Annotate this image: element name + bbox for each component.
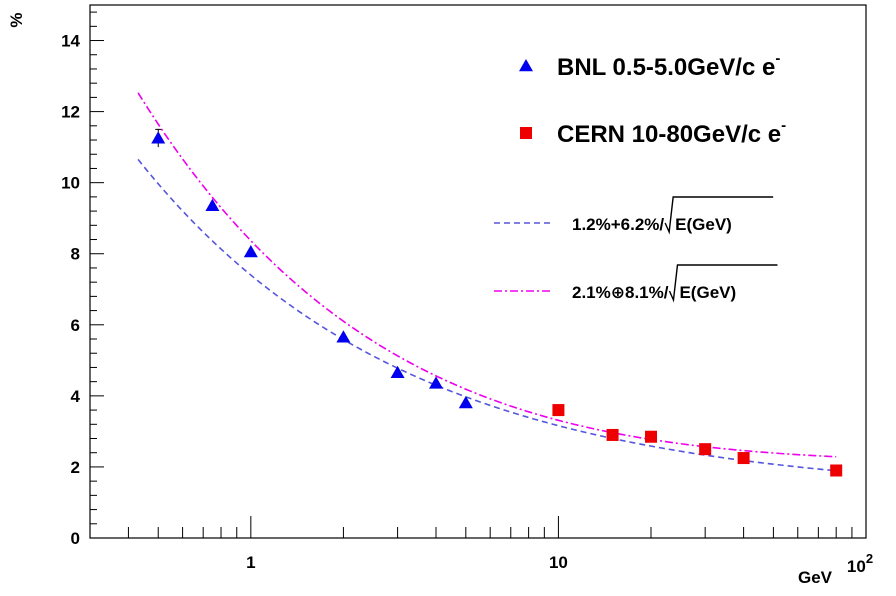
fit-curve-1 [137, 158, 837, 472]
y-tick-label: 8 [71, 245, 80, 264]
x-axis-label: GeV [798, 568, 833, 587]
x-tick-label: 10 [549, 553, 568, 572]
bnl-point [151, 131, 166, 144]
cern-point [645, 430, 658, 443]
cern-point [699, 443, 712, 456]
legend-marker-2 [520, 127, 532, 139]
y-tick-label: 10 [61, 174, 80, 193]
legend-label-1: BNL 0.5-5.0GeV/c e- [557, 50, 780, 81]
sqrt-sign [668, 264, 778, 303]
bnl-point [429, 376, 444, 389]
legend: BNL 0.5-5.0GeV/c e- CERN 10-80GeV/c e- 1.2… [494, 50, 786, 303]
legend-fit-label-2: 2.1%⊕8.1%/ [572, 283, 669, 302]
cern-point [552, 404, 565, 417]
sqrt-sign [664, 196, 774, 235]
x-tick-label: 102 [847, 551, 873, 576]
bnl-point [205, 198, 220, 212]
legend-fit-label-1: 1.2%+6.2%/ [572, 215, 664, 234]
data-points [151, 128, 843, 477]
fit-curves [137, 92, 837, 472]
legend-marker-1 [519, 59, 533, 72]
bnl-point [458, 395, 473, 409]
cern-point [830, 464, 843, 477]
y-tick-label: 2 [71, 458, 80, 477]
y-tick-label: 0 [71, 529, 80, 548]
y-tick-label: 4 [71, 387, 81, 406]
fit-curve-2 [137, 92, 837, 458]
legend-fit-radicand-2: E(GeV) [679, 283, 736, 302]
bnl-point [336, 330, 351, 343]
cern-point [606, 428, 619, 441]
legend-fit-radicand-1: E(GeV) [675, 215, 732, 234]
bnl-point [243, 244, 258, 258]
axis-ticks: 0 2 4 6 8 10 12 14 1 10 102 [61, 11, 873, 576]
y-tick-label: 6 [71, 316, 80, 335]
x-tick-label: 1 [246, 553, 255, 572]
plot-frame [89, 4, 867, 539]
y-tick-label: 12 [61, 103, 80, 122]
legend-label-2: CERN 10-80GeV/c e- [557, 117, 786, 148]
bnl-point [390, 365, 405, 379]
y-tick-label: 14 [61, 32, 80, 51]
y-axis-label: % [7, 12, 26, 27]
cern-point [737, 452, 750, 465]
